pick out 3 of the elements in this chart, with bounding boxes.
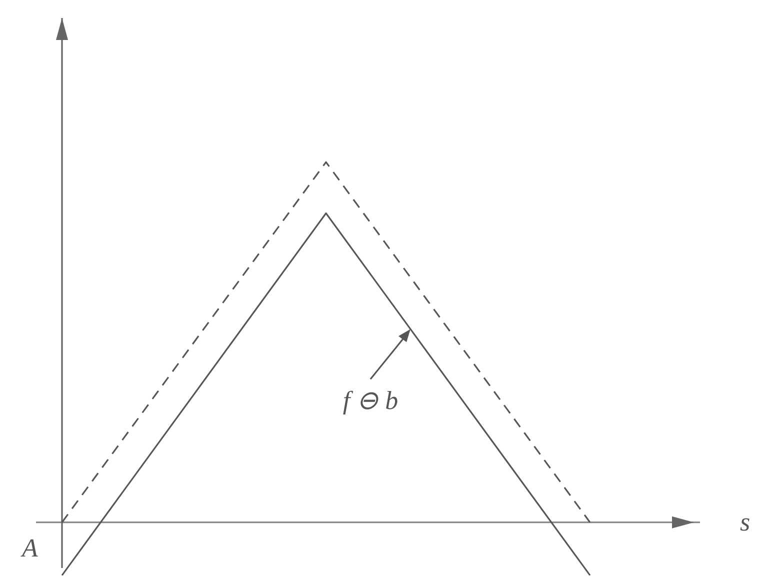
annotation: A <box>20 533 38 562</box>
legend-label: f ⊖ b <box>342 386 398 416</box>
x-axis-title: s <box>740 507 750 536</box>
